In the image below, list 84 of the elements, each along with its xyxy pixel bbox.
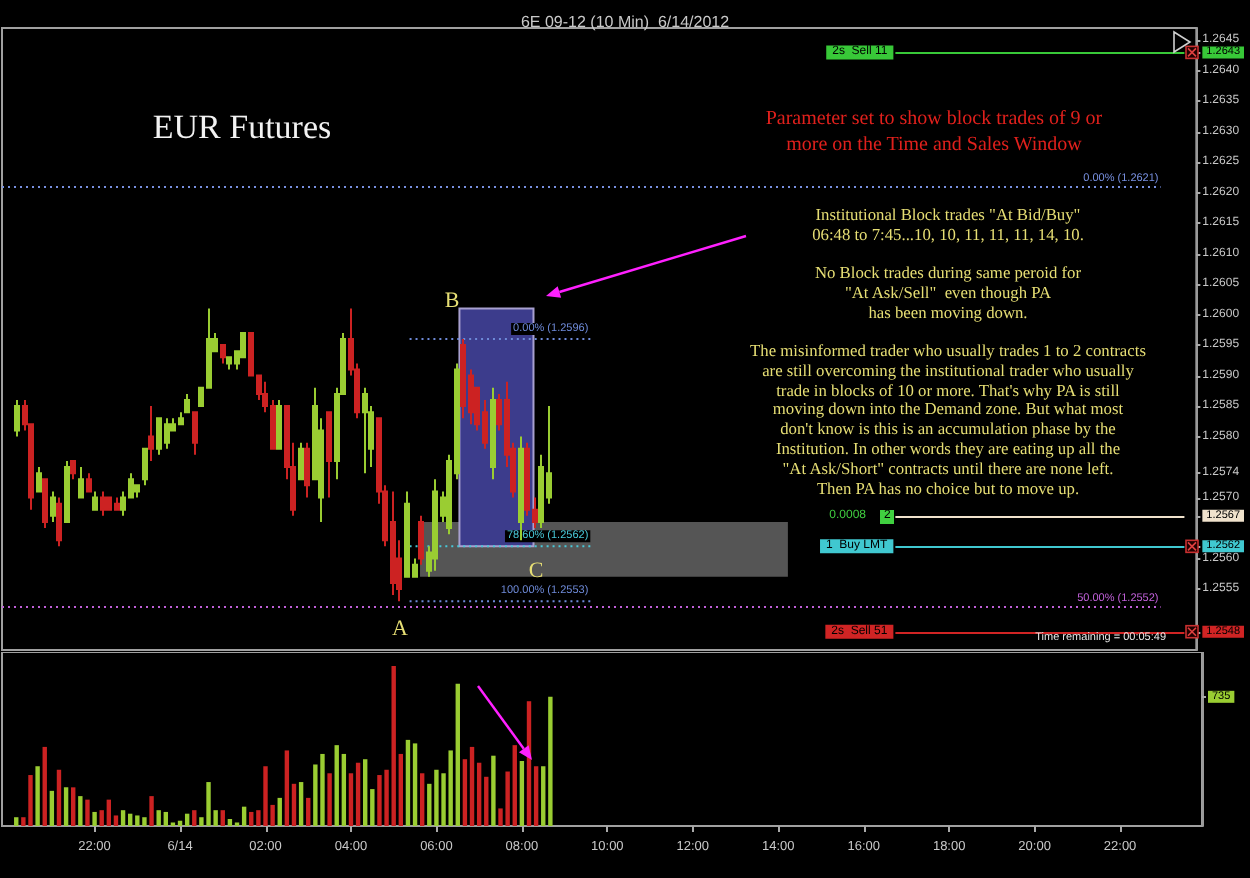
candlestick xyxy=(390,490,396,597)
bar xyxy=(306,797,311,826)
candlestick xyxy=(92,490,98,511)
candlestick xyxy=(36,466,42,493)
candlestick xyxy=(56,496,62,548)
annotation: EUR Futures xyxy=(150,108,334,148)
candlestick xyxy=(50,490,56,523)
bar xyxy=(63,787,69,826)
candlestick xyxy=(276,398,282,450)
candlestick xyxy=(42,478,48,530)
candlestick xyxy=(326,411,332,499)
bar xyxy=(49,790,55,826)
bar xyxy=(56,769,62,826)
candlestick xyxy=(70,459,76,481)
candlestick xyxy=(490,386,496,481)
chart-title: 6E 09-12 (10 Min) 6/14/2012 xyxy=(520,13,731,31)
bar xyxy=(206,782,211,826)
bar xyxy=(355,762,361,826)
bar xyxy=(341,753,347,826)
bar xyxy=(434,769,439,826)
candlestick xyxy=(404,490,410,578)
bar xyxy=(327,773,332,826)
bar xyxy=(28,775,33,826)
bar xyxy=(149,796,154,826)
bar xyxy=(192,810,197,826)
bar xyxy=(548,696,553,826)
bar xyxy=(14,817,19,826)
bar xyxy=(405,739,411,826)
bar xyxy=(120,810,126,826)
candlestick xyxy=(148,405,154,462)
bar xyxy=(142,817,147,826)
candlestick xyxy=(164,417,170,450)
bar xyxy=(391,666,396,826)
bar xyxy=(42,746,47,826)
bar xyxy=(227,818,233,826)
candlestick xyxy=(114,496,120,511)
bar xyxy=(263,766,268,826)
candlestick xyxy=(362,386,368,475)
bar xyxy=(298,782,304,826)
candlestick xyxy=(432,478,438,572)
candlestick xyxy=(192,411,198,456)
annotation: C xyxy=(528,559,544,583)
bar xyxy=(220,810,225,826)
candlestick xyxy=(156,417,162,456)
candlestick xyxy=(304,441,310,499)
candlestick xyxy=(226,356,232,371)
bar xyxy=(277,797,282,826)
bar xyxy=(135,815,140,826)
candlestick xyxy=(78,466,84,499)
bar xyxy=(320,753,325,826)
bar xyxy=(455,683,460,826)
bar xyxy=(412,743,418,826)
candlestick xyxy=(106,496,112,511)
candlestick xyxy=(64,459,70,523)
annotation: Parameter set to show block trades of 9 or more on the Time and Sales Window xyxy=(763,106,1105,158)
bar xyxy=(419,773,425,826)
annotation: The misinformed trader who usually trades 1 to 2 contracts are still overcoming the institutional trader who usually trade in blocks of 10 or more. That's why PA is still moving down into the Demand zone. But what most don't know is this is an accumulation phase by the Institution. In other words they are eating up all the "At Ask/Short" contracts until there are none left. Then PA has no choice but to move up. xyxy=(750,342,1146,498)
candlestick xyxy=(14,398,20,438)
annotation: Institutional Block trades "At Bid/Buy" 06:48 to 7:45...10, 10, 11, 11, 11, 14, 10. xyxy=(810,206,1086,246)
bar xyxy=(334,745,339,826)
bar xyxy=(78,796,83,826)
annotation: A xyxy=(392,617,408,641)
bar xyxy=(469,746,475,826)
bar xyxy=(491,755,496,826)
candlestick xyxy=(460,338,466,420)
candlestick xyxy=(100,490,106,517)
candlestick xyxy=(86,472,92,493)
bar xyxy=(284,750,290,826)
annotation: No Block trades during same peroid for "At Ask/Sell" even though PA has been moving down. xyxy=(812,264,1084,323)
bar xyxy=(85,799,90,826)
bar xyxy=(156,810,161,826)
bar xyxy=(71,787,76,826)
candlestick xyxy=(298,441,304,481)
candlestick xyxy=(220,344,226,365)
bar xyxy=(92,811,97,826)
bar xyxy=(363,759,368,826)
bar xyxy=(35,766,40,826)
bar xyxy=(106,799,112,826)
bar xyxy=(377,775,382,826)
candlestick xyxy=(142,447,148,487)
candlestick xyxy=(418,514,424,566)
annotation: B xyxy=(444,289,460,313)
bar xyxy=(163,811,168,826)
bar xyxy=(249,811,254,826)
